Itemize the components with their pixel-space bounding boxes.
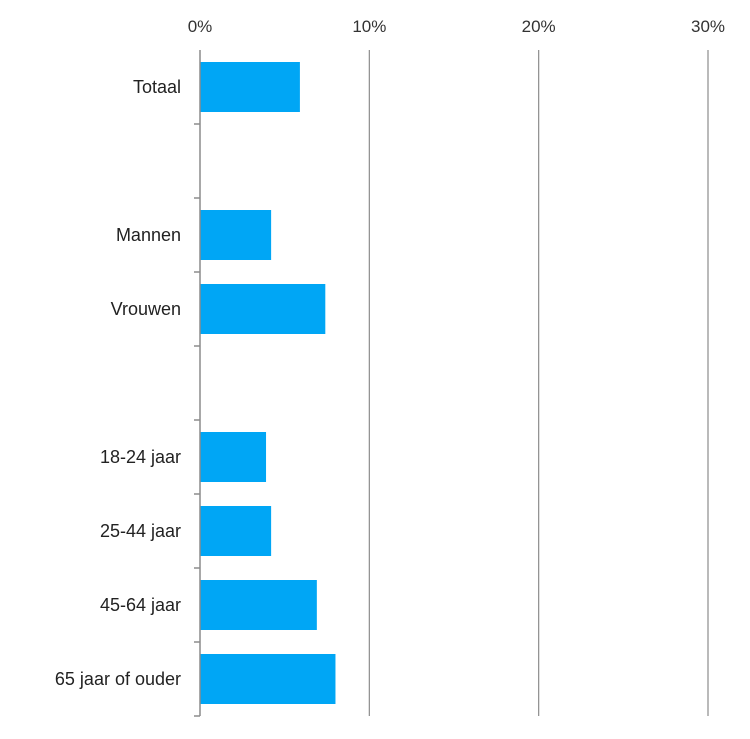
category-label: 25-44 jaar: [100, 521, 181, 541]
bar: [200, 506, 272, 556]
x-tick-label: 10%: [352, 17, 386, 36]
bar: [200, 654, 336, 704]
category-label: Vrouwen: [111, 299, 181, 319]
category-label: Mannen: [116, 225, 181, 245]
bar: [200, 580, 317, 630]
grid-lines: [368, 50, 709, 716]
category-label: Totaal: [133, 77, 181, 97]
category-label: 65 jaar of ouder: [55, 669, 181, 689]
x-tick-label: 20%: [522, 17, 556, 36]
x-tick-label: 30%: [691, 17, 725, 36]
y-axis: [194, 50, 201, 717]
bar: [200, 432, 267, 482]
bar: [200, 210, 272, 260]
x-tick-labels: 0% 10% 20% 30%: [188, 17, 725, 36]
x-tick-label: 0%: [188, 17, 213, 36]
category-label: 45-64 jaar: [100, 595, 181, 615]
category-labels: Totaal Mannen Vrouwen 18-24 jaar 25-44 jaar 4…: [55, 77, 181, 689]
category-label: 18-24 jaar: [100, 447, 181, 467]
bars: [200, 62, 336, 704]
bar: [200, 284, 326, 334]
bar: [200, 62, 300, 112]
